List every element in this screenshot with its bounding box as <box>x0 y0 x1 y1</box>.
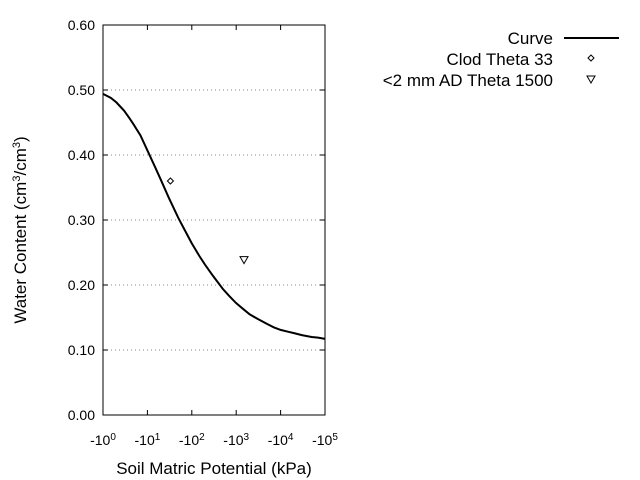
y-tick-label: 0.40 <box>68 147 95 163</box>
y-axis-title-suffix: ) <box>11 136 30 142</box>
y-axis-title: Water Content (cm3/cm3) <box>11 136 30 323</box>
y-tick-label: 0.50 <box>68 82 95 98</box>
legend-swatch-diamond-icon <box>587 54 595 62</box>
y-tick-label: 0.30 <box>68 212 95 228</box>
y-axis-ticks: 0.00 0.10 0.20 0.30 0.40 0.50 0.60 <box>68 17 325 423</box>
x-tick-label: -105 <box>312 432 338 449</box>
x-tick-label: -103 <box>223 432 249 449</box>
y-tick-label: 0.20 <box>68 277 95 293</box>
x-axis-ticks: -100 -101 -102 -103 -104 -105 <box>90 25 338 448</box>
y-tick-label: 0.00 <box>68 407 95 423</box>
y-axis-title-mid: /cm <box>11 148 30 175</box>
legend-label-curve: Curve <box>508 29 553 48</box>
y-axis-title-prefix: Water Content (cm <box>11 182 30 324</box>
series-line-curve <box>102 93 326 340</box>
legend: Curve Clod Theta 33 <2 mm AD Theta 1500 <box>383 29 619 90</box>
x-tick-label: -101 <box>135 432 161 449</box>
grid-lines <box>103 89 325 351</box>
y-tick-label: 0.60 <box>68 17 95 33</box>
legend-swatch-triangle-down-icon <box>586 75 596 85</box>
legend-label-clod-theta-33: Clod Theta 33 <box>447 50 553 69</box>
series-layer <box>102 93 326 340</box>
x-tick-label: -102 <box>179 432 205 449</box>
y-axis-title-sup1: 3 <box>11 176 23 182</box>
x-tick-label: -100 <box>90 432 116 449</box>
x-tick-label: -104 <box>268 432 294 449</box>
y-axis-title-sup2: 3 <box>11 142 23 148</box>
point-ad-theta-1500 <box>239 256 249 265</box>
legend-label-ad-theta-1500: <2 mm AD Theta 1500 <box>383 71 553 90</box>
y-tick-label: 0.10 <box>68 342 95 358</box>
x-axis-title: Soil Matric Potential (kPa) <box>116 459 312 478</box>
point-clod-theta-33 <box>166 177 175 185</box>
